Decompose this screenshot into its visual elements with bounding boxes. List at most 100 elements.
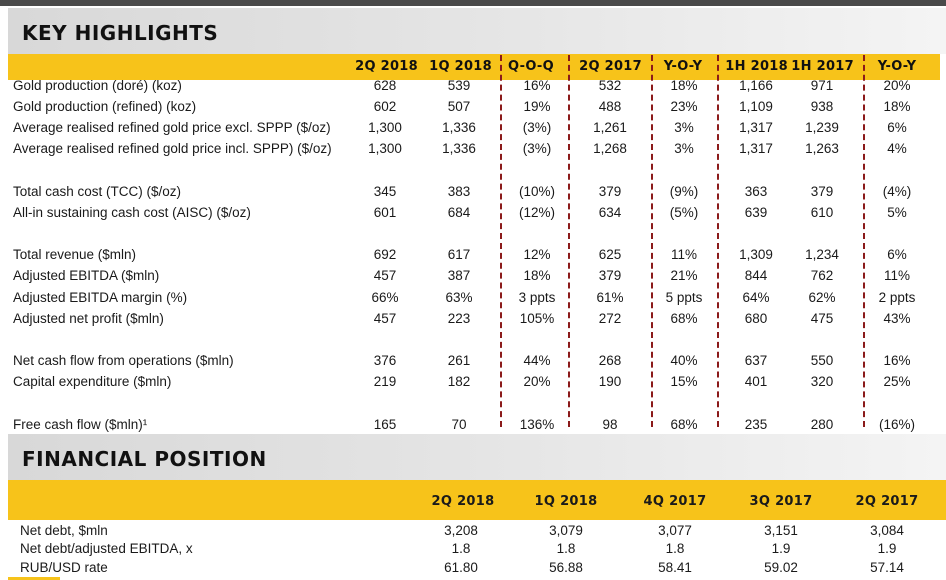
row-label: Gold production (doré) (koz) [13,78,182,93]
table-cell: 639 [744,205,768,220]
fp-table-cell: 1.8 [556,541,576,556]
row-label: Net cash flow from operations ($mln) [13,353,234,368]
table-cell: 68% [670,417,698,432]
fp-col-header-2q2018: 2Q 2018 [431,494,495,509]
table-cell: 66% [371,290,399,305]
fp-table-cell: 1.8 [451,541,471,556]
col-header-1h2017: 1H 2017 [791,59,854,74]
table-cell: 637 [744,353,768,368]
table-cell: 62% [808,290,836,305]
table-cell: 272 [598,311,622,326]
row-label: Adjusted net profit ($mln) [13,311,164,326]
fp-col-header-1q2018: 1Q 2018 [534,494,598,509]
fp-table-cell: 3,151 [764,523,798,538]
table-cell: 16% [523,78,551,93]
table-cell: 1,109 [739,99,773,114]
table-cell: 379 [598,268,622,283]
table-cell: 625 [598,247,622,262]
table-cell: 1,166 [739,78,773,93]
table-cell: 105% [519,311,555,326]
table-cell: 507 [447,99,471,114]
table-cell: 488 [598,99,622,114]
column-divider [717,55,719,427]
col-header-2q2017: 2Q 2017 [579,59,642,74]
table-cell: 1,261 [593,120,627,135]
table-cell: (10%) [518,184,555,199]
table-cell: 2 ppts [878,290,916,305]
financial-position-title: FINANCIAL POSITION [22,447,267,471]
table-cell: 532 [598,78,622,93]
row-label: All-in sustaining cash cost (AISC) ($/oz… [13,205,251,220]
table-cell: 762 [810,268,834,283]
table-cell: 610 [810,205,834,220]
fp-table-cell: 3,208 [444,523,478,538]
table-cell: 1,336 [442,141,476,156]
table-cell: 971 [810,78,834,93]
table-cell: 280 [810,417,834,432]
top-bar [0,0,946,6]
table-cell: (9%) [669,184,699,199]
table-cell: 844 [744,268,768,283]
table-cell: 98 [602,417,618,432]
table-cell: 23% [670,99,698,114]
table-cell: 617 [447,247,471,262]
column-divider [863,55,865,427]
fp-table-cell: 57.14 [870,560,904,575]
table-cell: 43% [883,311,911,326]
row-label: Adjusted EBITDA ($mln) [13,268,160,283]
col-header-1h2018: 1H 2018 [725,59,788,74]
table-cell: 44% [523,353,551,368]
table-cell: 136% [519,417,555,432]
table-cell: 235 [744,417,768,432]
table-cell: 680 [744,311,768,326]
table-cell: 4% [887,141,907,156]
table-cell: 601 [373,205,397,220]
row-label: Average realised refined gold price excl… [13,120,331,135]
fp-table-cell: 1.8 [665,541,685,556]
table-cell: 219 [373,374,397,389]
key-highlights-header: KEY HIGHLIGHTS [8,8,946,54]
table-cell: 21% [670,268,698,283]
table-cell: 1,300 [368,141,402,156]
col-header-yoy-half: Y-O-Y [877,59,917,74]
table-cell: 70 [451,417,467,432]
table-cell: 1,317 [739,120,773,135]
key-highlights-title: KEY HIGHLIGHTS [22,21,219,45]
table-cell: 1,263 [805,141,839,156]
financial-position-header: FINANCIAL POSITION [8,434,946,480]
table-cell: 64% [742,290,770,305]
table-cell: 376 [373,353,397,368]
table-cell: 457 [373,311,397,326]
fp-table-cell: 56.88 [549,560,583,575]
table-cell: 11% [883,268,911,283]
table-cell: 3 ppts [518,290,556,305]
table-cell: (5%) [669,205,699,220]
fp-col-header-2q2017: 2Q 2017 [855,494,919,509]
table-cell: 165 [373,417,397,432]
row-label: Total cash cost (TCC) ($/oz) [13,184,182,199]
fp-table-cell: 3,079 [549,523,583,538]
row-label: Adjusted EBITDA margin (%) [13,290,188,305]
table-cell: 61% [596,290,624,305]
financial-position-column-band [8,480,946,520]
table-cell: 63% [445,290,473,305]
table-cell: 223 [447,311,471,326]
accent-underline [8,577,60,580]
table-cell: 383 [447,184,471,199]
fp-table-cell: 3,084 [870,523,904,538]
table-cell: 363 [744,184,768,199]
table-cell: 15% [670,374,698,389]
table-cell: 634 [598,205,622,220]
row-label: Capital expenditure ($mln) [13,374,172,389]
table-cell: 25% [883,374,911,389]
table-cell: 5% [887,205,907,220]
table-cell: 182 [447,374,471,389]
table-cell: 1,300 [368,120,402,135]
table-cell: 40% [670,353,698,368]
table-cell: 692 [373,247,397,262]
table-cell: 68% [670,311,698,326]
table-cell: 938 [810,99,834,114]
table-cell: (4%) [882,184,912,199]
fp-table-cell: 1.9 [877,541,897,556]
table-cell: 345 [373,184,397,199]
